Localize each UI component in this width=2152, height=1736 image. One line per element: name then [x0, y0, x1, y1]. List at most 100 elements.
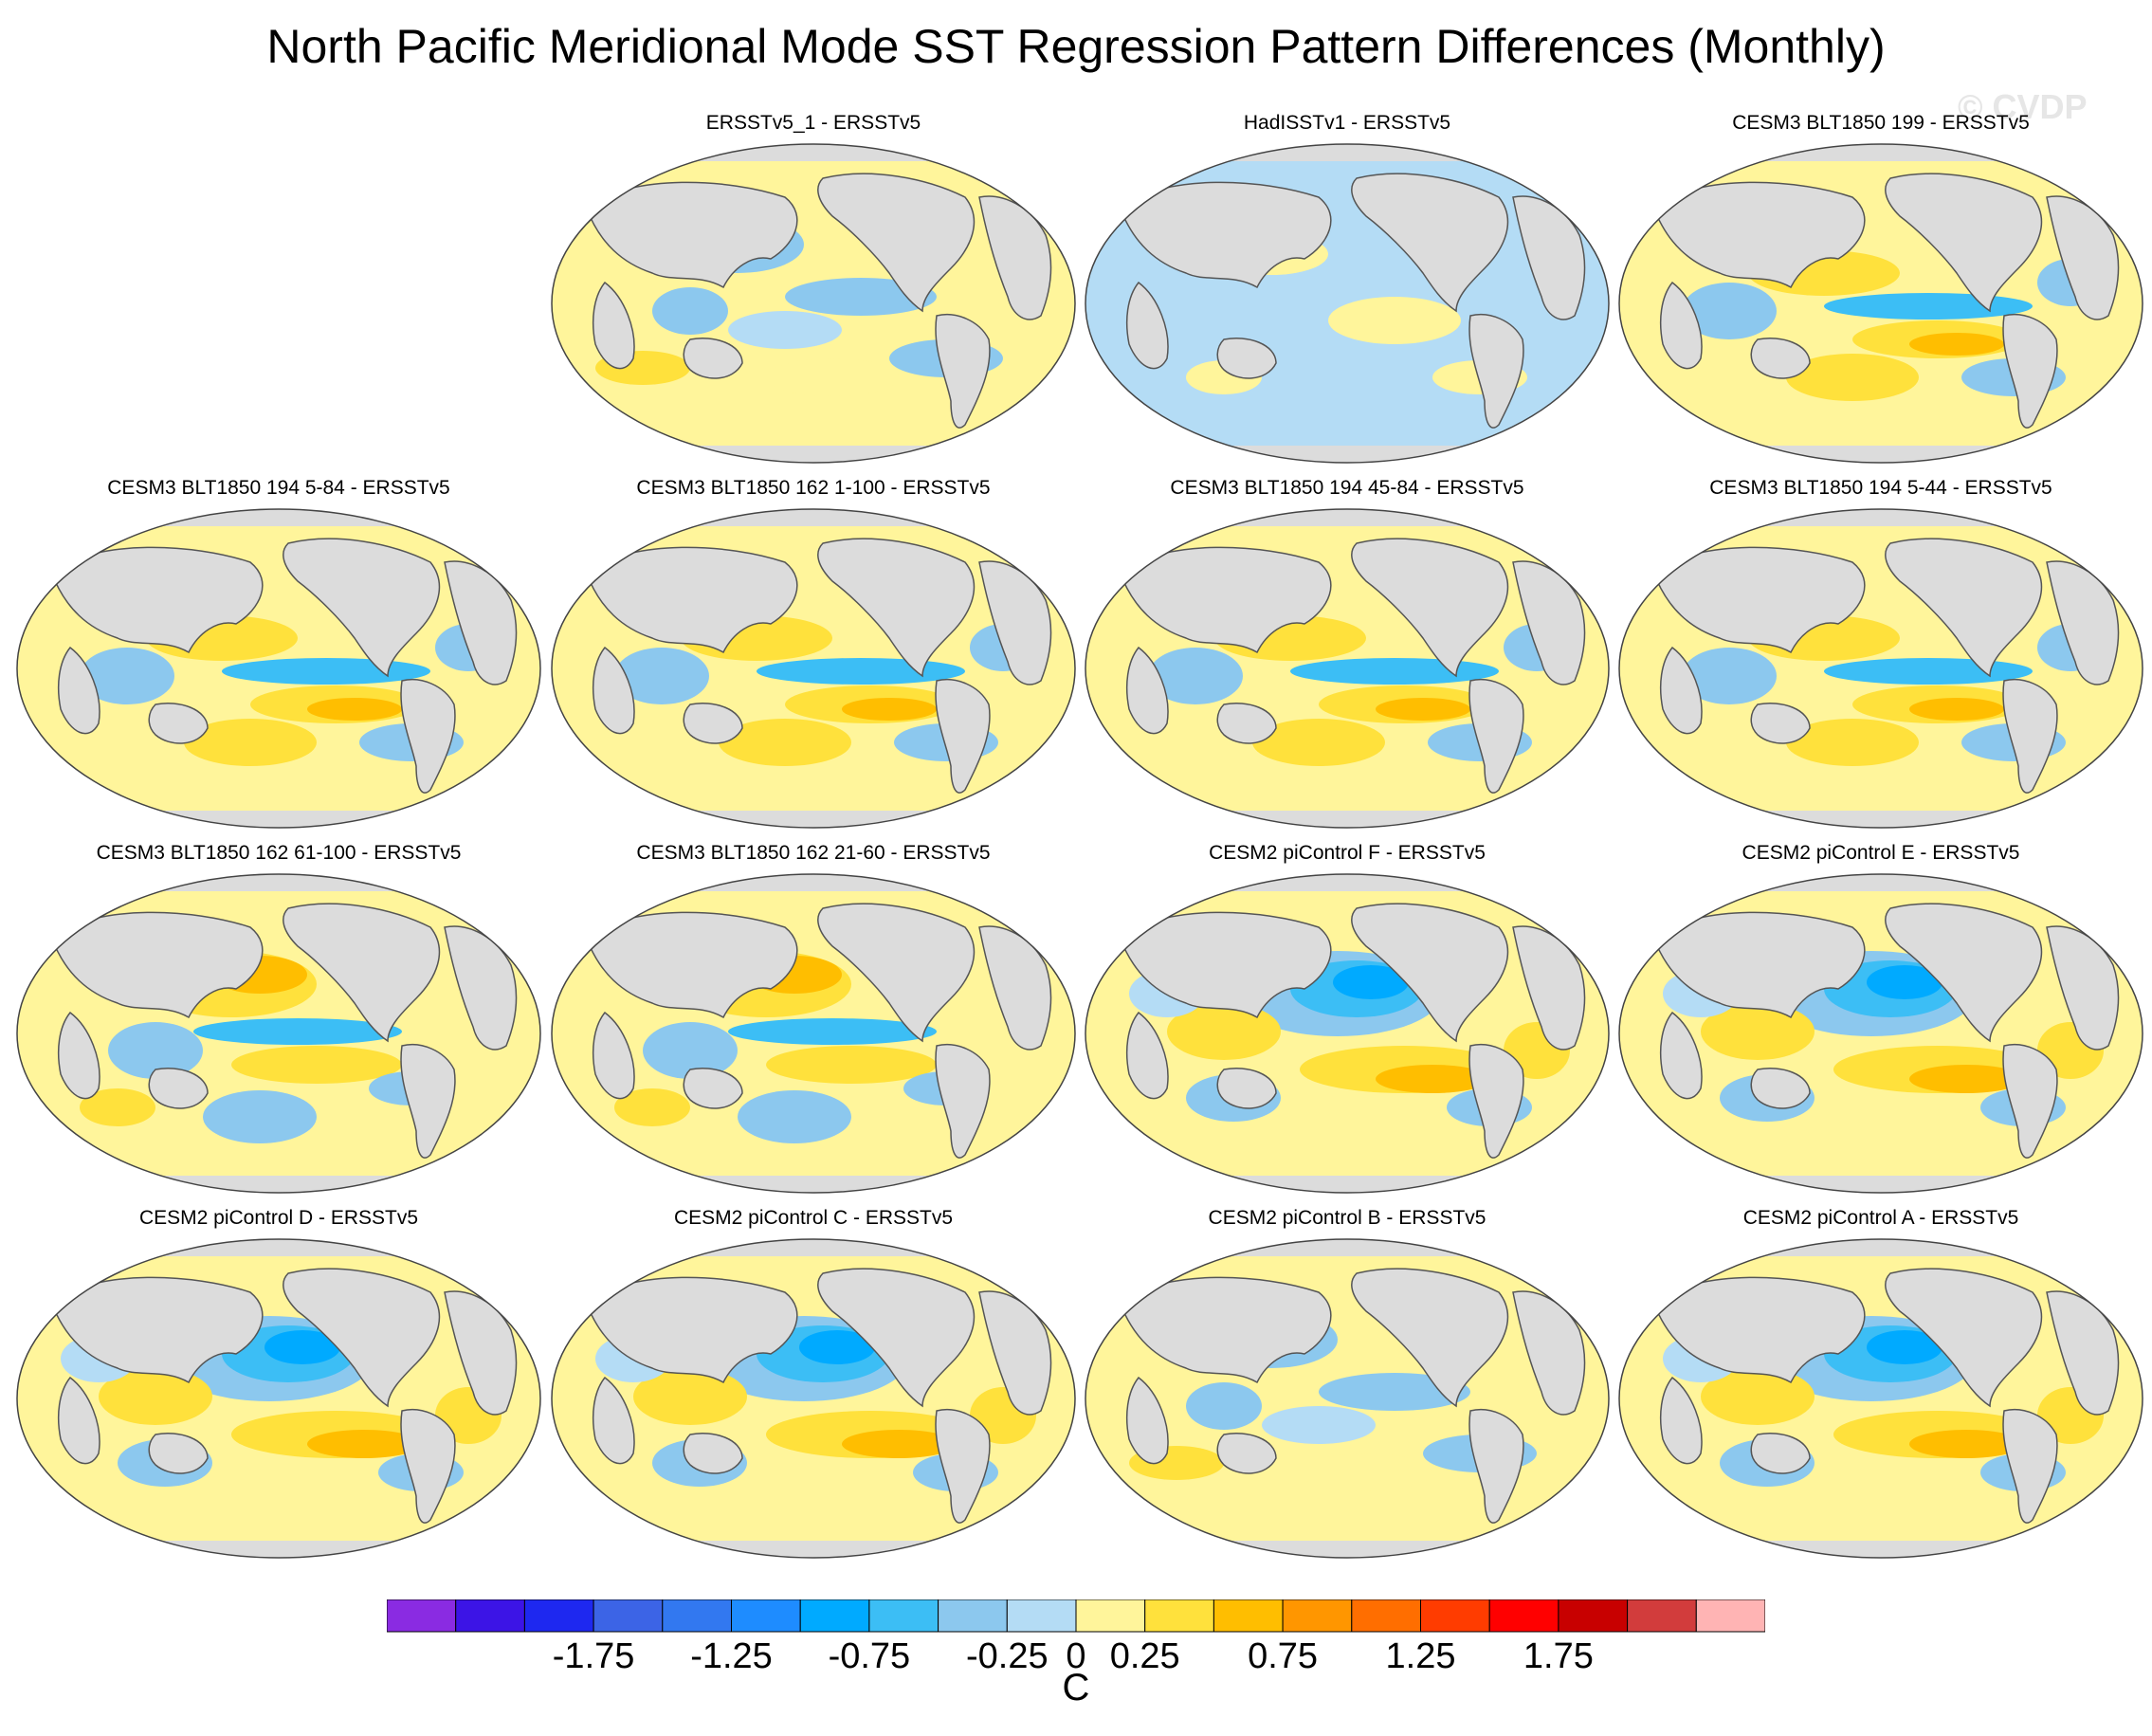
sst-anomaly-region	[203, 1090, 317, 1143]
antarctica-land	[1619, 1176, 2143, 1193]
sst-anomaly-region	[1290, 657, 1499, 685]
continent-land	[1125, 646, 1169, 735]
continent-land	[148, 1433, 209, 1474]
antarctica-land	[17, 811, 540, 828]
sst-anomaly-region	[738, 1090, 851, 1143]
colorbar-swatch	[938, 1599, 1008, 1633]
continent-land	[2002, 1044, 2058, 1159]
map-panel: CESM2 piControl B - ERSSTv5	[1082, 1207, 1613, 1577]
continent-land	[1659, 646, 1703, 735]
sst-anomaly-region	[633, 1368, 747, 1425]
sst-anomaly-region	[1148, 647, 1243, 705]
colorbar-swatch	[1075, 1599, 1146, 1633]
continent-land	[57, 1376, 100, 1465]
sst-difference-map	[16, 508, 541, 829]
colorbar-unit-label: C	[1062, 1667, 1090, 1709]
sst-difference-map	[1085, 873, 1610, 1194]
continent-land	[935, 679, 991, 794]
continent-land	[1885, 538, 2043, 678]
colorbar-swatch	[731, 1599, 801, 1633]
sst-anomaly-region	[1867, 965, 1942, 999]
map-panel-title: ERSSTv5_1 - ERSSTv5	[705, 112, 921, 134]
colorbar-swatch	[1144, 1599, 1214, 1633]
sst-anomaly-region	[766, 1046, 937, 1084]
continent-land	[1125, 281, 1169, 370]
continent-land	[283, 538, 441, 678]
colorbar-swatch	[455, 1599, 525, 1633]
antarctica-land	[552, 811, 1075, 828]
sst-anomaly-region	[1909, 1065, 2023, 1093]
continent-land	[1885, 1268, 2043, 1408]
continent-land	[400, 1044, 456, 1159]
colorbar-tick-label: -1.25	[690, 1636, 773, 1676]
map-panel-title: CESM2 piControl E - ERSSTv5	[1742, 842, 2020, 864]
globe-outline	[1618, 873, 2143, 1194]
continent-land	[148, 1068, 209, 1109]
antarctica-land	[17, 1176, 540, 1193]
sst-anomaly-region	[652, 287, 728, 335]
sst-anomaly-region	[99, 1368, 212, 1425]
continent-land	[585, 181, 798, 289]
sst-anomaly-region	[1682, 282, 1777, 340]
map-panel: ERSSTv5_1 - ERSSTv5	[548, 112, 1079, 482]
map-panel-title: CESM3 BLT1850 194 5-84 - ERSSTv5	[107, 477, 450, 499]
globe-outline	[16, 1238, 541, 1559]
sst-anomaly-region	[108, 1022, 203, 1079]
antarctica-land	[552, 1176, 1075, 1193]
continent-land	[1652, 1276, 1866, 1384]
continent-land	[1119, 546, 1332, 654]
sst-anomaly-region	[231, 1046, 402, 1084]
continent-land	[592, 1376, 635, 1465]
sst-anomaly-region	[1786, 719, 1919, 766]
continent-land	[1468, 1044, 1524, 1159]
continent-land	[592, 281, 635, 370]
continent-land	[935, 314, 991, 429]
map-panel-title: CESM3 BLT1850 162 1-100 - ERSSTv5	[636, 477, 991, 499]
map-panel: CESM2 piControl F - ERSSTv5	[1082, 842, 1613, 1212]
continent-land	[935, 1044, 991, 1159]
continent-land	[2002, 1409, 2058, 1524]
sst-difference-map	[551, 873, 1076, 1194]
map-panel: CESM3 BLT1850 199 - ERSSTv5	[1615, 112, 2146, 482]
continent-land	[817, 1268, 976, 1408]
colorbar-swatch	[1006, 1599, 1077, 1633]
continent-land	[1468, 679, 1524, 794]
sst-anomaly-region	[1909, 333, 2004, 356]
sst-anomaly-region	[799, 1330, 875, 1364]
continent-land	[1216, 1068, 1277, 1109]
map-panel-title: CESM3 BLT1850 194 5-44 - ERSSTv5	[1709, 477, 2052, 499]
ocean-background	[1085, 144, 1609, 463]
map-panel: CESM2 piControl E - ERSSTv5	[1615, 842, 2146, 1212]
continent-land	[817, 903, 976, 1043]
sst-difference-map	[16, 1238, 541, 1559]
map-panel: HadISSTv1 - ERSSTv5	[1082, 112, 1613, 482]
globe-outline	[1085, 1238, 1610, 1559]
colorbar-tick-label: -1.75	[552, 1636, 635, 1676]
colorbar-swatch	[1282, 1599, 1353, 1633]
sst-anomaly-region	[307, 1430, 421, 1458]
continent-land	[1652, 546, 1866, 654]
colorbar-swatch	[1488, 1599, 1559, 1633]
colorbar-swatch	[1213, 1599, 1284, 1633]
sst-anomaly-region	[1262, 1406, 1376, 1444]
continent-land	[1659, 1376, 1703, 1465]
colorbar-swatch	[593, 1599, 664, 1633]
antarctica-land	[17, 1541, 540, 1558]
sst-anomaly-region	[192, 1017, 402, 1046]
antarctica-land	[1619, 1541, 2143, 1558]
sst-anomaly-region	[643, 1022, 738, 1079]
continent-land	[2002, 314, 2058, 429]
sst-difference-map	[1618, 508, 2143, 829]
map-panel-title: CESM3 BLT1850 194 45-84 - ERSSTv5	[1170, 477, 1524, 499]
sst-anomaly-region	[728, 1017, 937, 1046]
antarctica-land	[1085, 446, 1609, 463]
continent-land	[1468, 314, 1524, 429]
colorbar-tick-label: 0.75	[1248, 1636, 1319, 1676]
sst-anomaly-region	[1786, 354, 1919, 401]
sst-anomaly-region	[307, 698, 402, 721]
globe-outline	[16, 508, 541, 829]
antarctica-land	[1619, 446, 2143, 463]
continent-land	[1119, 1276, 1332, 1384]
map-panel: CESM3 BLT1850 194 5-44 - ERSSTv5	[1615, 477, 2146, 847]
map-panel-title: CESM2 piControl A - ERSSTv5	[1742, 1207, 2019, 1229]
